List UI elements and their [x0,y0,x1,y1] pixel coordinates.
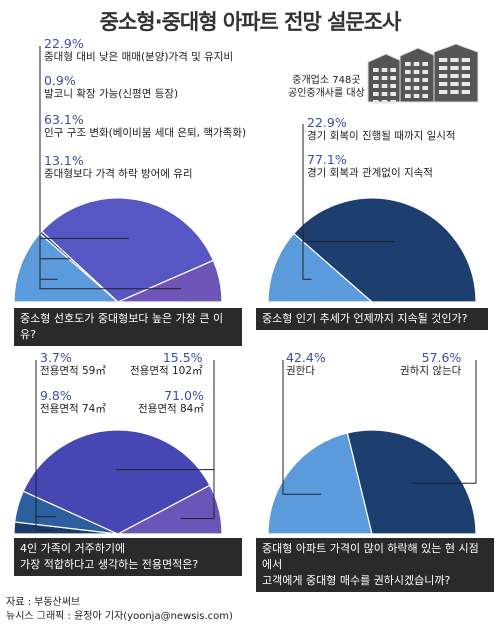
leader-line [180,360,215,519]
question-4: 중대형 아파트 가격이 많이 하락해 있는 현 시점에서 고객에게 중대형 매수… [256,538,494,592]
slice-label: 중대형 대비 낮은 매매(분양)가격 및 유지비 [44,51,234,63]
pie-slice [292,197,477,303]
chart-panel-2: 중개업소 748곳 공인중개사를 대상 22.9% 경기 회복이 진행될 때까지… [250,30,500,340]
survey-target-line-1: 중개업소 748곳 [292,75,361,86]
slice-pct: 22.9% [44,36,84,51]
question-1: 중소형 선호도가 중대형보다 높은 가장 큰 이유? [14,308,242,346]
annotation-3-2: 9.8% 전용면적 74㎡ [40,388,106,416]
leader-line [282,360,322,495]
question-line-2: 고객에게 중대형 매수를 권하시겠습니까? [262,574,451,587]
leader-line [302,161,395,243]
slice-pct: 22.9% [307,115,347,130]
chart-panel-4: 42.4% 권한다 57.6% 권하지 않는다 중대형 아파트 가격이 많이 하… [250,340,500,592]
pie-slice [22,429,211,535]
slice-label: 전용면적 59㎡ [40,365,106,377]
slice-label: 발코니 확장 가능(신평면 등장) [44,88,179,100]
slice-pct: 3.7% [40,350,72,365]
slice-pct: 71.0% [164,388,204,403]
source-note: 자료 : 부동산써브 [6,597,81,608]
annotation-3-3: 71.0% 전용면적 84㎡ [138,388,204,416]
annotation-1-2: 0.9% 발코니 확장 가능(신평면 등장) [44,73,178,101]
pie-slice [267,432,373,535]
annotation-4-2: 57.6% 권하지 않는다 [400,350,461,378]
question-3: 4인 가족이 거주하기에 가장 적합하다고 생각하는 전용면적은? [14,538,242,576]
slice-pct: 0.9% [44,73,76,88]
slice-pct: 9.8% [40,388,72,403]
survey-target: 중개업소 748곳 공인중개사를 대상 [288,74,365,100]
pie-slice [40,197,215,303]
slice-pct: 63.1% [44,112,84,127]
pie-chart-3 [13,360,223,535]
credit-note: 뉴시스 그래픽 : 윤정아 기자(yoonja@newsis.com) [6,611,233,622]
survey-target-line-2: 공인중개사를 대상 [288,88,365,99]
pie-chart-1 [13,46,223,303]
slice-pct: 42.4% [286,350,326,365]
page-title: 중소형·중대형 아파트 전망 설문조사 [99,10,402,34]
slice-label: 권한다 [286,365,315,377]
leader-line [35,398,56,518]
annotation-1-4: 13.1% 중대형보다 가격 하락 방어에 유리 [44,153,193,181]
annotation-3-4: 15.5% 전용면적 102㎡ [130,350,203,378]
annotation-1-3: 63.1% 인구 구조 변화(베이비붐 세대 은퇴, 핵가족화) [44,112,246,140]
annotation-3-1: 3.7% 전용면적 59㎡ [40,350,106,378]
chart-panel-1: 22.9% 중대형 대비 낮은 매매(분양)가격 및 유지비 0.9% 발코니 … [0,30,250,346]
pie-slice [117,484,223,535]
slice-pct: 13.1% [44,153,84,168]
slice-label: 전용면적 84㎡ [138,403,204,415]
question-line-2: 가장 적합하다고 생각하는 전용면적은? [20,558,199,571]
buildings-icon [367,43,479,104]
pie-slice [346,429,477,535]
slice-label: 전용면적 74㎡ [40,403,106,415]
slice-label: 중대형보다 가격 하락 방어에 유리 [44,168,193,180]
question-2: 중소형 인기 추세가 언제까지 지속될 것인가? [256,308,488,330]
slice-label: 권하지 않는다 [400,365,462,377]
question-line-1: 중대형 아파트 가격이 많이 하락해 있는 현 시점에서 [262,542,479,571]
slice-label: 경기 회복이 진행될 때까지 일시적 [307,130,456,142]
question-line-1: 4인 가족이 거주하기에 [20,542,126,555]
chart-panel-3: 3.7% 전용면적 59㎡ 9.8% 전용면적 74㎡ 71.0% 전용면적 8… [0,340,250,590]
pie-slice [267,232,374,303]
pie-slice [117,259,223,303]
pie-chart-2 [267,43,479,303]
annotation-1-1: 22.9% 중대형 대비 낮은 매매(분양)가격 및 유지비 [44,36,233,64]
annotation-2-2: 77.1% 경기 회복과 관계없이 지속적 [307,152,433,180]
slice-label: 전용면적 102㎡ [130,365,203,377]
slice-pct: 15.5% [162,350,203,365]
slice-label: 경기 회복과 관계없이 지속적 [307,167,433,179]
leader-line [39,163,182,290]
annotation-4-1: 42.4% 권한다 [286,350,326,378]
pie-chart-4 [267,360,477,535]
leader-line [411,360,477,484]
slice-pct: 77.1% [307,152,347,167]
slice-label: 인구 구조 변화(베이비붐 세대 은퇴, 핵가족화) [44,127,247,139]
annotation-2-1: 22.9% 경기 회복이 진행될 때까지 일시적 [307,115,456,143]
slice-pct: 57.6% [421,350,462,365]
